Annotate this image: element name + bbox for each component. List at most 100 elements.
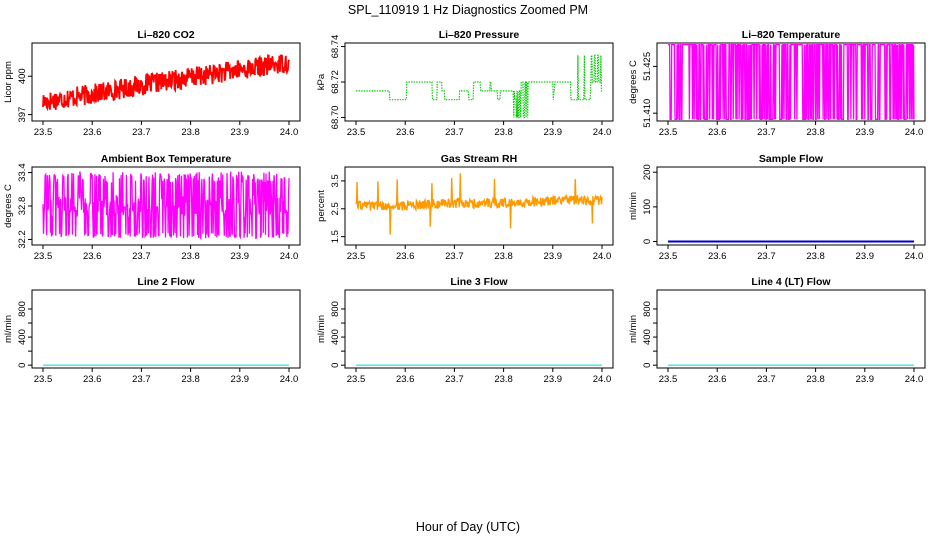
panel-ambient-box-temperature-x-axis: 23.5 23.6 23.7 23.8 23.9 24.0 — [34, 245, 299, 262]
panel-line-3-flow-x-tick-label: 23.7 — [445, 374, 464, 385]
panel-li-820-temperature-frame — [656, 42, 926, 122]
panel-ambient-box-temperature-y-axis: 32.2 32.8 33.4 — [17, 163, 32, 249]
panel-ambient-box-temperature-x-tick-label: 23.5 — [34, 251, 53, 262]
panel-sample-flow-x-tick-label: 23.5 — [659, 251, 678, 262]
panel-gas-stream-rh-series — [355, 173, 603, 235]
panel-sample-flow-y-tick-label: 200 — [642, 164, 653, 180]
panel-line-3-flow-y-tick-label: 400 — [330, 329, 341, 345]
panel-li-820-co2-x-tick-label: 23.8 — [181, 127, 200, 138]
panel-li-820-temperature-title: Li–820 Temperature — [742, 29, 841, 41]
panel-line-2-flow-x-tick-label: 23.7 — [132, 374, 151, 385]
panel-line-4-lt-flow-x-tick-label: 23.9 — [856, 374, 875, 385]
panel-line-4-lt-flow-y-tick-label: 400 — [642, 329, 653, 345]
panel-li-820-pressure-x-tick-label: 23.6 — [396, 127, 415, 138]
panel-ambient-box-temperature-x-tick-label: 24.0 — [280, 251, 299, 262]
panel-sample-flow-x-tick-label: 24.0 — [905, 251, 924, 262]
panel-ambient-box-temperature-y-tick-label: 32.8 — [17, 197, 28, 216]
panel-grid: Li–820 CO2 23.5 23.6 23.7 23.8 23.9 24.0 397 400… — [3, 29, 926, 385]
panel-line-4-lt-flow-x-axis: 23.5 23.6 23.7 23.8 23.9 24.0 — [659, 368, 923, 385]
panel-li-820-pressure-title: Li–820 Pressure — [439, 29, 520, 41]
panel-line-2-flow: Line 2 Flow 23.5 23.6 23.7 23.8 23.9 24.0 0 400 8… — [3, 276, 301, 385]
panel-ambient-box-temperature-series — [42, 171, 290, 241]
panel-li-820-pressure-x-tick-label: 23.5 — [347, 127, 366, 138]
panel-gas-stream-rh-x-tick-label: 23.8 — [494, 251, 513, 262]
panel-li-820-pressure-y-tick-label: 68.70 — [330, 106, 341, 130]
panel-line-3-flow-x-tick-label: 23.5 — [347, 374, 366, 385]
panel-li-820-temperature-x-tick-label: 23.5 — [659, 127, 678, 138]
panel-li-820-co2: Li–820 CO2 23.5 23.6 23.7 23.8 23.9 24.0 397 400… — [3, 29, 301, 138]
panel-line-3-flow-x-axis: 23.5 23.6 23.7 23.8 23.9 24.0 — [347, 368, 611, 385]
panel-gas-stream-rh-x-tick-label: 24.0 — [593, 251, 612, 262]
panel-li-820-pressure-x-tick-label: 23.8 — [494, 127, 513, 138]
panel-line-2-flow-y-tick-label: 0 — [17, 363, 28, 368]
panel-li-820-temperature: Li–820 Temperature 23.5 23.6 23.7 23.8 23.9 24… — [628, 29, 926, 138]
panel-line-3-flow-y-tick-label: 0 — [330, 363, 341, 368]
panel-li-820-co2-x-tick-label: 23.5 — [34, 127, 53, 138]
panel-gas-stream-rh-y-tick-label: 3.5 — [330, 174, 341, 187]
panel-li-820-pressure-y-axis: 68.70 68.72 68.74 — [330, 35, 345, 130]
panel-gas-stream-rh-frame — [344, 166, 614, 246]
panel-line-4-lt-flow-x-tick-label: 23.7 — [757, 374, 776, 385]
panel-li-820-co2-y-tick-label: 397 — [17, 107, 28, 123]
panel-sample-flow: Sample Flow 23.5 23.6 23.7 23.8 23.9 24.0 0 100 2… — [628, 153, 926, 262]
panel-li-820-temperature-y-axis: 51.410 51.425 — [642, 52, 657, 128]
panel-line-3-flow-y-axis: 0 400 800 — [330, 301, 345, 368]
panel-ambient-box-temperature-y-tick-label: 32.2 — [17, 230, 28, 249]
panel-gas-stream-rh-x-axis: 23.5 23.6 23.7 23.8 23.9 24.0 — [347, 245, 612, 262]
panel-line-4-lt-flow-x-tick-label: 23.8 — [806, 374, 825, 385]
panel-gas-stream-rh-x-tick-label: 23.6 — [396, 251, 415, 262]
panel-gas-stream-rh-line — [355, 173, 603, 235]
panel-gas-stream-rh-x-tick-label: 23.5 — [347, 251, 366, 262]
panel-li-820-co2-frame — [31, 42, 301, 122]
panel-li-820-temperature-line — [668, 43, 915, 121]
panel-gas-stream-rh: Gas Stream RH 23.5 23.6 23.7 23.8 23.9 24.0 1.5… — [316, 153, 614, 262]
panel-gas-stream-rh-x-tick-label: 23.7 — [445, 251, 464, 262]
panel-li-820-temperature-x-axis: 23.5 23.6 23.7 23.8 23.9 24.0 — [659, 121, 924, 138]
panel-gas-stream-rh-x-tick-label: 23.9 — [544, 251, 563, 262]
panel-line-2-flow-x-tick-label: 23.5 — [34, 374, 53, 385]
panel-sample-flow-x-axis: 23.5 23.6 23.7 23.8 23.9 24.0 — [659, 245, 924, 262]
panel-line-3-flow-frame — [344, 289, 614, 369]
panel-line-2-flow-y-tick-label: 400 — [17, 329, 28, 345]
panel-line-4-lt-flow-y-tick-label: 800 — [642, 301, 653, 317]
panel-li-820-co2-line — [42, 54, 290, 112]
panel-li-820-co2-x-tick-label: 24.0 — [280, 127, 299, 138]
panel-line-2-flow-x-axis: 23.5 23.6 23.7 23.8 23.9 24.0 — [34, 368, 298, 385]
panel-li-820-pressure-x-tick-label: 24.0 — [593, 127, 612, 138]
panel-li-820-temperature-y-tick-label: 51.410 — [642, 99, 653, 128]
panel-ambient-box-temperature-x-tick-label: 23.7 — [132, 251, 151, 262]
panel-li-820-co2-x-tick-label: 23.9 — [231, 127, 250, 138]
panel-li-820-temperature-series — [668, 43, 915, 121]
panel-line-4-lt-flow-x-tick-label: 23.6 — [708, 374, 727, 385]
panel-sample-flow-x-tick-label: 23.8 — [806, 251, 825, 262]
panel-ambient-box-temperature-x-tick-label: 23.8 — [181, 251, 200, 262]
panel-gas-stream-rh-y-label: percent — [316, 190, 327, 222]
panel-ambient-box-temperature-x-tick-label: 23.9 — [231, 251, 250, 262]
panel-line-4-lt-flow-y-axis: 0 400 800 — [642, 301, 657, 368]
panel-li-820-pressure-x-tick-label: 23.7 — [445, 127, 464, 138]
panel-sample-flow-y-axis: 0 100 200 — [642, 164, 657, 244]
panel-gas-stream-rh-y-tick-label: 1.5 — [330, 230, 341, 243]
panel-line-2-flow-x-tick-label: 23.8 — [181, 374, 200, 385]
panel-sample-flow-y-label: ml/min — [628, 192, 639, 220]
panel-line-4-lt-flow-y-tick-label: 0 — [642, 363, 653, 368]
panel-line-2-flow-y-tick-label: 800 — [17, 301, 28, 317]
panel-line-3-flow-x-tick-label: 23.9 — [544, 374, 563, 385]
panel-line-2-flow-x-tick-label: 23.9 — [231, 374, 250, 385]
panel-gas-stream-rh-title: Gas Stream RH — [441, 153, 517, 165]
panel-gas-stream-rh-y-axis: 1.5 2.5 3.5 — [330, 174, 345, 243]
figure-x-label: Hour of Day (UTC) — [416, 520, 520, 534]
panel-line-4-lt-flow: Line 4 (LT) Flow 23.5 23.6 23.7 23.8 23.9 24.0… — [628, 276, 926, 385]
panel-li-820-temperature-x-tick-label: 24.0 — [905, 127, 924, 138]
panel-li-820-pressure-y-label: kPa — [316, 73, 327, 90]
panel-line-4-lt-flow-x-tick-label: 23.5 — [659, 374, 678, 385]
panel-line-3-flow-y-tick-label: 800 — [330, 301, 341, 317]
panel-li-820-co2-x-axis: 23.5 23.6 23.7 23.8 23.9 24.0 — [34, 121, 299, 138]
panel-line-4-lt-flow-y-label: ml/min — [628, 315, 639, 343]
panel-line-4-lt-flow-title: Line 4 (LT) Flow — [751, 276, 831, 288]
panel-li-820-co2-series — [42, 54, 290, 112]
figure-title: SPL_110919 1 Hz Diagnostics Zoomed PM — [348, 3, 588, 17]
panel-li-820-pressure: Li–820 Pressure 23.5 23.6 23.7 23.8 23.9 24.0 6… — [316, 29, 614, 138]
panel-li-820-pressure-x-axis: 23.5 23.6 23.7 23.8 23.9 24.0 — [347, 121, 612, 138]
